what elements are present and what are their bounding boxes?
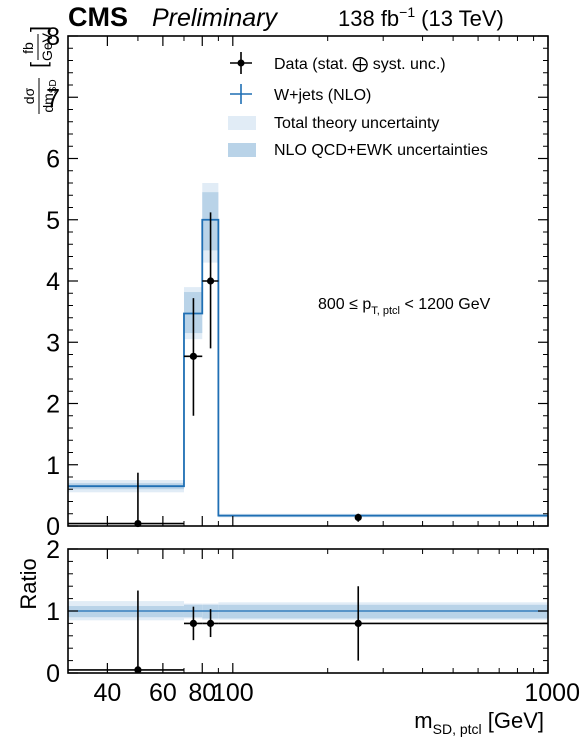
ratio-y-tick-label: 2 (46, 536, 60, 564)
y-tick-label: 7 (46, 84, 60, 112)
legend-mc-marker (230, 84, 252, 104)
mc-step-line (68, 218, 548, 517)
pt-range-annotation: 800 ≤ pT, ptcl < 1200 GeV (318, 296, 491, 317)
main-ylabel: dσ dmSD [ fb GeV ] (20, 26, 59, 114)
data-point-marker (189, 352, 198, 360)
svg-text:dσ: dσ (21, 87, 37, 104)
lumi-label: 138 fb−1 (13 TeV) (338, 4, 504, 31)
y-tick-label: 6 (46, 146, 60, 174)
y-tick-label: 4 (46, 268, 60, 296)
xlabel: mSD, ptcl [GeV] (414, 708, 544, 737)
svg-text:GeV: GeV (39, 32, 55, 61)
legend-qcd-ewk-swatch (228, 143, 256, 157)
legend: Data (stat. ⨁ syst. unc.) W+jets (NLO) T… (228, 52, 488, 159)
status-label: Preliminary (152, 4, 279, 32)
data-point-marker (206, 277, 215, 285)
legend-mc-label: W+jets (NLO) (274, 87, 371, 104)
y-tick-label: 0 (46, 513, 60, 541)
ratio-frame (67, 548, 549, 674)
legend-qcd-ewk-label: NLO QCD+EWK uncertainties (274, 142, 488, 159)
svg-text:dmSD: dmSD (40, 79, 59, 112)
svg-text:fb: fb (20, 42, 36, 54)
y-tick-label: 2 (46, 391, 60, 419)
y-tick-label: 5 (46, 207, 60, 235)
y-tick-label: 1 (46, 452, 60, 480)
ratio-qcd-ewk-unc-band (68, 606, 184, 618)
ratio-point-marker (354, 619, 362, 628)
x-tick-label: 60 (149, 679, 177, 707)
legend-total-unc-swatch (228, 116, 256, 130)
x-tick-label: 1000 (524, 679, 580, 707)
y-tick-label: 8 (46, 23, 60, 51)
ratio-ylabel: Ratio (16, 558, 41, 609)
ratio-point-marker (189, 619, 198, 628)
y-tick-label: 3 (46, 329, 60, 357)
ratio-y-tick-label: 1 (46, 598, 60, 626)
svg-text:]: ] (26, 26, 51, 32)
ratio-point-marker (206, 619, 215, 628)
ratio-data-points (68, 586, 548, 674)
legend-data-marker (230, 52, 252, 74)
uncertainty-bands (68, 183, 548, 518)
experiment-label: CMS (68, 2, 128, 32)
data-point-marker (354, 513, 362, 522)
x-tick-label: 80 (188, 679, 216, 707)
ratio-y-tick-label: 0 (46, 660, 60, 688)
svg-text:[: [ (26, 62, 51, 68)
mc-histogram (68, 218, 548, 517)
x-tick-label: 100 (212, 679, 254, 707)
legend-data-label: Data (stat. ⨁ syst. unc.) (274, 56, 446, 73)
legend-total-unc-label: Total theory uncertainty (274, 115, 439, 132)
main-frame (67, 35, 549, 527)
x-tick-label: 40 (93, 679, 121, 707)
main-panel: 0 1 2 3 4 5 6 7 8 (46, 23, 549, 541)
ratio-qcd-ewk-unc-band (218, 604, 548, 619)
